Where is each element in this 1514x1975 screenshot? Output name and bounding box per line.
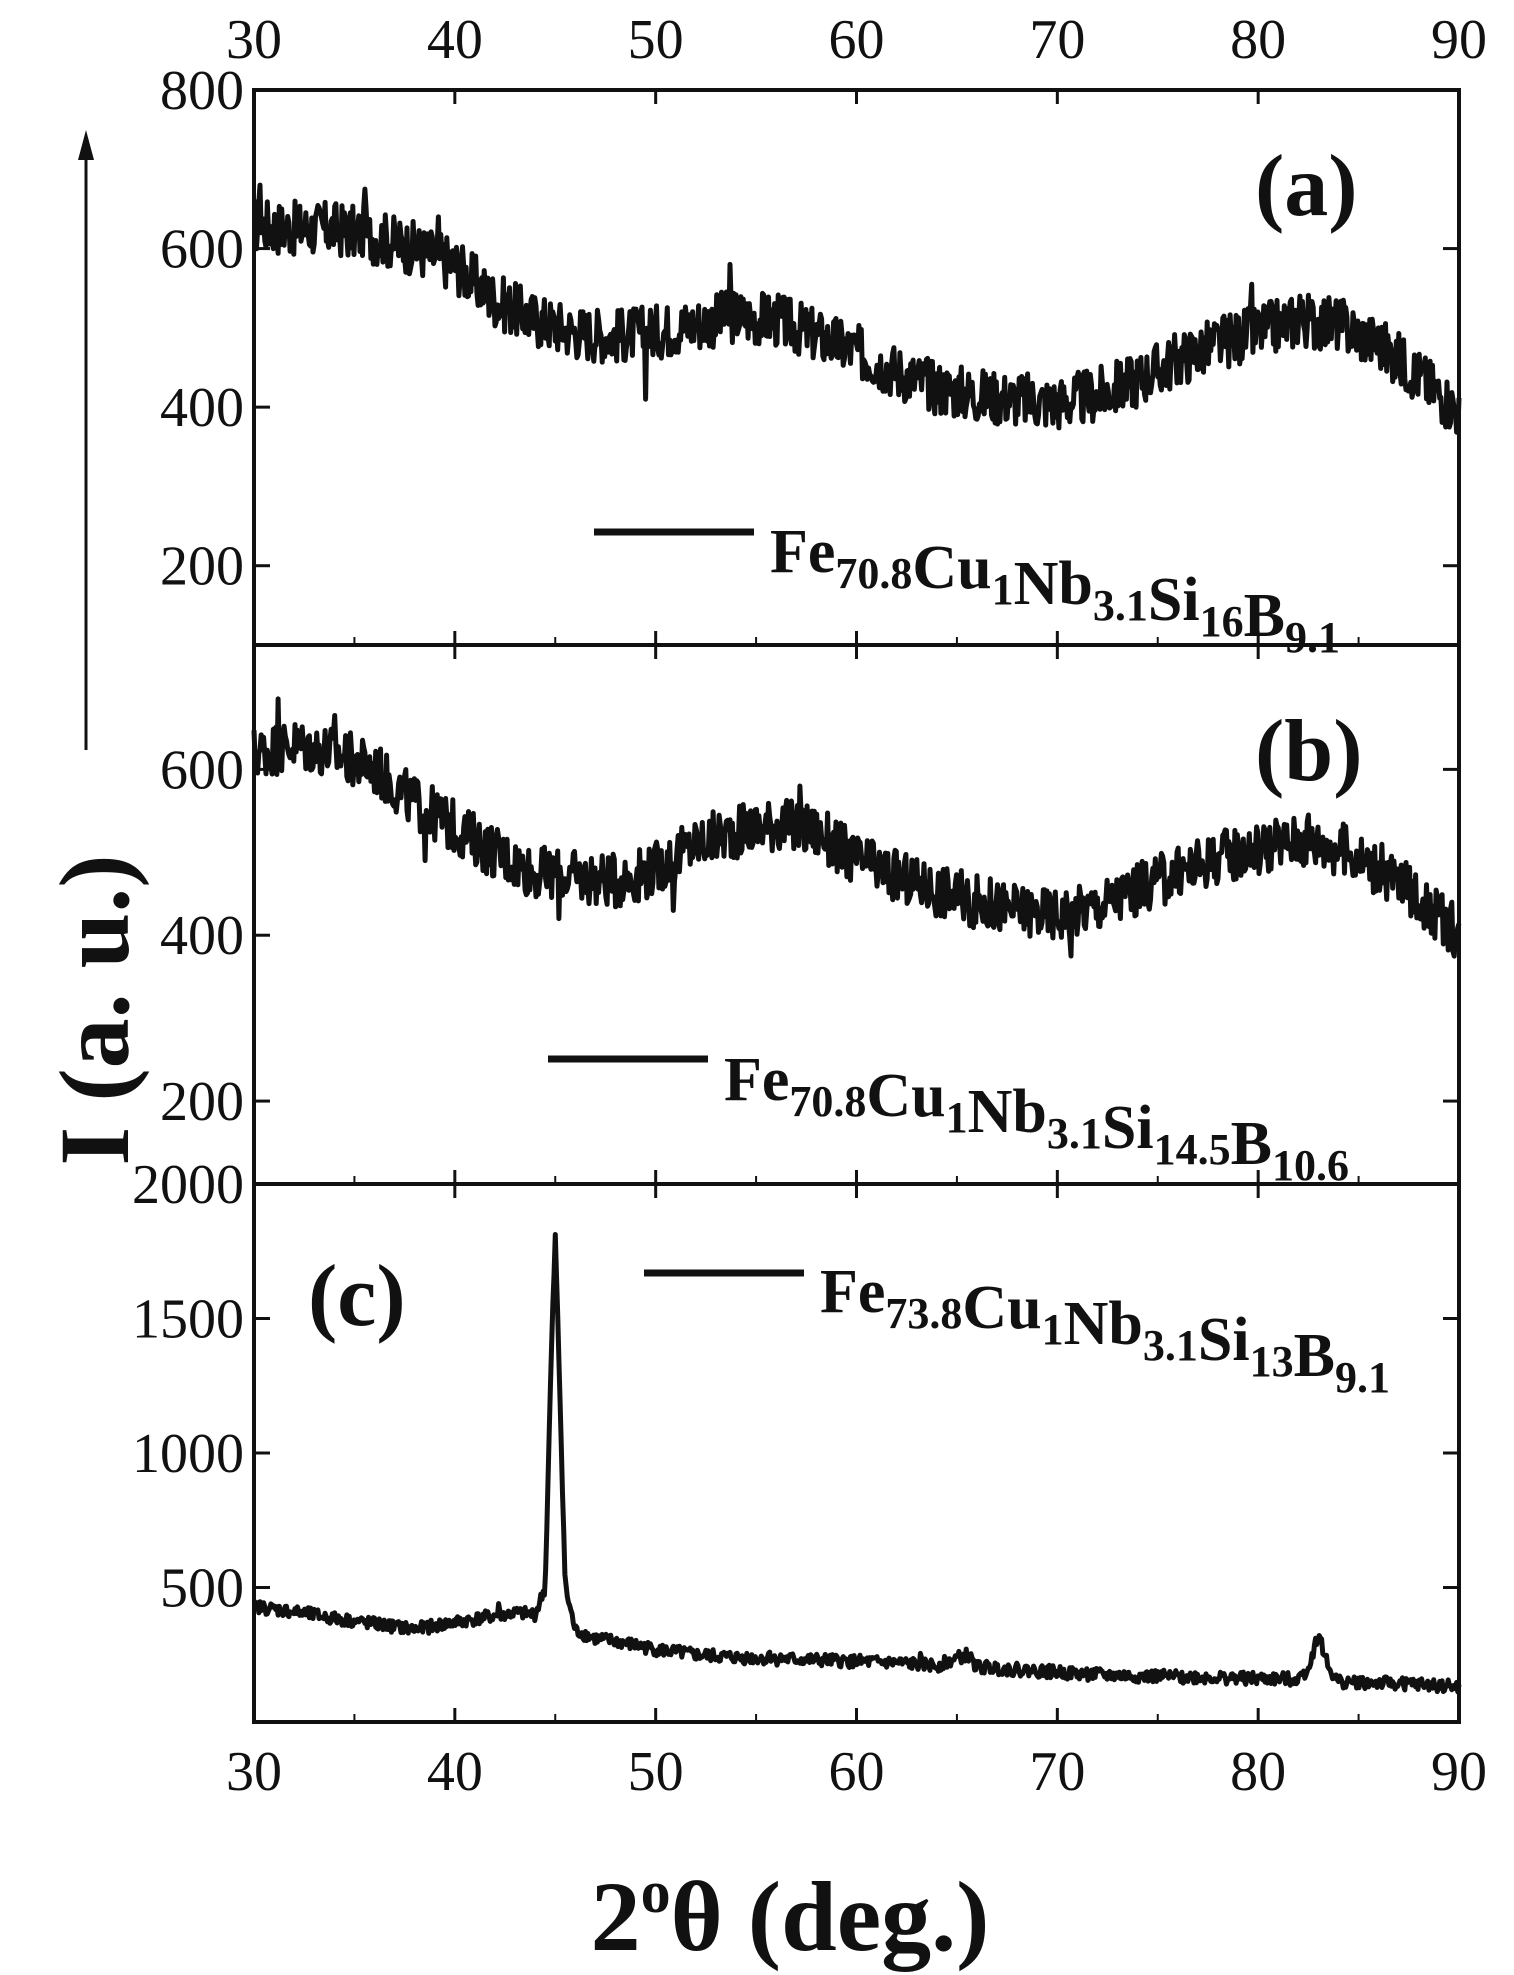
- legend-subscript: 73.8: [885, 1289, 962, 1338]
- legend-element: B: [1294, 1322, 1335, 1390]
- legend-subscript: 3.1: [1047, 1109, 1102, 1158]
- y-tick-label: 600: [160, 739, 244, 801]
- y-axis-title: I (a. u.): [39, 854, 150, 1165]
- x-tick-label-bottom: 50: [628, 1741, 684, 1803]
- legend-subscript: 3.1: [1143, 1321, 1198, 1370]
- legend-element: B: [1244, 582, 1285, 650]
- legend-subscript: 3.1: [1093, 581, 1148, 630]
- xrd-series-line: [252, 182, 1462, 435]
- y-tick-label: 200: [160, 536, 244, 598]
- legend-label: Fe70.8Cu1Nb3.1Si14.5B10.6: [724, 1046, 1349, 1190]
- legend-element: Fe: [724, 1046, 789, 1114]
- legend-element: B: [1231, 1110, 1272, 1178]
- x-axis-title: 2oθ (deg.): [591, 1859, 990, 1972]
- legend-element: Si: [1198, 1306, 1250, 1374]
- legend-element: Fe: [820, 1258, 885, 1326]
- legend-subscript: 1: [1042, 1305, 1064, 1354]
- y-tick-label: 800: [160, 60, 244, 122]
- legend-subscript: 70.8: [835, 549, 912, 598]
- y-tick-label: 1000: [132, 1423, 244, 1485]
- y-tick-label: 2000: [132, 1154, 244, 1216]
- legend-element: Nb: [1014, 550, 1093, 618]
- x-tick-label-top: 70: [1029, 9, 1085, 71]
- x-tick-label-bottom: 80: [1230, 1741, 1286, 1803]
- tick-labels: 30 30 40 40 50 50 60 60 70 70 80 80 90 90 200 400 600 800…: [132, 9, 1487, 1803]
- x-tick-label-bottom: 70: [1029, 1741, 1085, 1803]
- x-tick-label-bottom: 30: [226, 1741, 282, 1803]
- x-axis-title-rest: θ (deg.): [671, 1861, 990, 1972]
- panel-letter: (c): [308, 1248, 406, 1345]
- legend-subscript: 1: [992, 565, 1014, 614]
- legend-element: Cu: [866, 1062, 945, 1130]
- xrd-series-line: [251, 696, 1462, 959]
- y-tick-label: 400: [160, 377, 244, 439]
- x-tick-label-top: 60: [829, 9, 885, 71]
- y-tick-label: 400: [160, 905, 244, 967]
- x-tick-label-top: 30: [226, 9, 282, 71]
- legend-subscript: 13: [1250, 1337, 1294, 1386]
- x-tick-label-top: 50: [628, 9, 684, 71]
- legend-label: Fe70.8Cu1Nb3.1Si16B9.1: [770, 518, 1340, 662]
- x-tick-label-bottom: 90: [1431, 1741, 1487, 1803]
- legend-element: Cu: [912, 534, 991, 602]
- legend-label: Fe73.8Cu1Nb3.1Si13B9.1: [820, 1258, 1390, 1402]
- y-tick-label: 600: [160, 219, 244, 281]
- legend-element: Nb: [1064, 1290, 1143, 1358]
- x-tick-label-bottom: 40: [427, 1741, 483, 1803]
- xrd-series-line: [251, 1232, 1462, 1695]
- x-tick-label-top: 40: [427, 9, 483, 71]
- legend-element: Si: [1102, 1094, 1154, 1162]
- intensity-arrow: [78, 130, 94, 750]
- legend-subscript: 14.5: [1154, 1125, 1231, 1174]
- legend-subscript: 9.1: [1335, 1353, 1390, 1402]
- panel-letter: (b): [1255, 703, 1363, 800]
- xrd-curves: [251, 182, 1462, 1695]
- legend-subscript: 70.8: [789, 1077, 866, 1126]
- panel-letter: (a): [1255, 138, 1358, 235]
- legend-subscript: 9.1: [1285, 613, 1340, 662]
- legend-element: Si: [1148, 566, 1200, 634]
- x-tick-label-bottom: 60: [829, 1741, 885, 1803]
- y-tick-label: 1500: [132, 1289, 244, 1351]
- x-tick-label-top: 80: [1230, 9, 1286, 71]
- legends: Fe70.8Cu1Nb3.1Si16B9.1Fe70.8Cu1Nb3.1Si14…: [548, 518, 1390, 1402]
- x-axis-title-base: 2: [591, 1861, 641, 1972]
- x-axis-title-sup: o: [641, 1859, 671, 1925]
- legend-subscript: 16: [1200, 597, 1244, 646]
- legend-element: Cu: [962, 1274, 1041, 1342]
- y-tick-label: 200: [160, 1071, 244, 1133]
- legend-element: Fe: [770, 518, 835, 586]
- x-tick-label-top: 90: [1431, 9, 1487, 71]
- legend-element: Nb: [968, 1078, 1047, 1146]
- y-tick-label: 500: [160, 1558, 244, 1620]
- legend-subscript: 1: [946, 1093, 968, 1142]
- legend-subscript: 10.6: [1272, 1141, 1349, 1190]
- panel-labels: (a) (b) (c): [308, 138, 1363, 1345]
